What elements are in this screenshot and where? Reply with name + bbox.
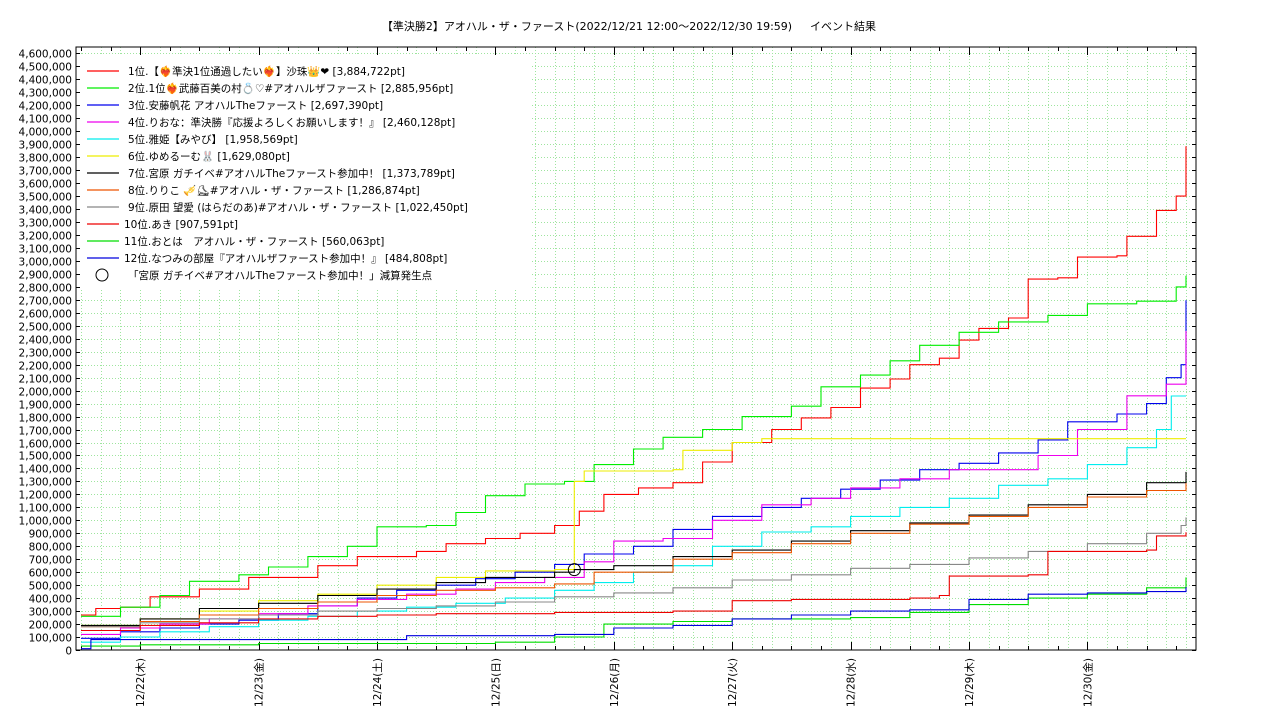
legend-entry: 4位.りおな：準決勝『応援よろしくお願いします！』 [2,460,128pt]	[128, 116, 455, 129]
series-line	[81, 275, 1187, 617]
y-tick-label: 1,300,000	[19, 477, 72, 489]
y-tick-label: 700,000	[29, 555, 72, 567]
y-tick-label: 2,100,000	[19, 374, 72, 386]
series-line	[81, 577, 1187, 647]
legend-entry: 7位.宮原 ガチイベ#アオハルTheファースト参加中！ [1,373,789pt…	[128, 167, 455, 180]
legend-annotation-label: 「宮原 ガチイベ#アオハルTheファースト参加中！」減算発生点	[128, 269, 432, 282]
x-tick-label: 12/29(木)	[964, 658, 976, 707]
y-tick-label: 3,700,000	[19, 166, 72, 178]
legend-entry: 2位.1位❤‍🔥武藤百美の村💍♡#アオハルザファースト [2,885,956pt…	[128, 82, 453, 95]
series-line	[81, 517, 1187, 628]
legend-entry: 3位.安藤帆花 アオハルTheファースト [2,697,390pt]	[128, 99, 383, 112]
legend: 1位.【❤‍🔥準決1位通過したい❤‍🔥】沙珠👑❤ [3,884,722pt] 2位…	[80, 56, 531, 289]
y-tick-label: 400,000	[29, 594, 72, 606]
x-tick-label: 12/27(火)	[727, 658, 739, 707]
y-tick-label: 2,200,000	[19, 361, 72, 373]
series-line	[81, 395, 1186, 643]
chart-title: 【準決勝2】アオハル・ザ・ファースト(2022/12/21 12:00〜2022…	[382, 19, 792, 33]
y-tick-label: 2,400,000	[19, 335, 72, 347]
y-tick-label: 2,300,000	[19, 348, 72, 360]
legend-background	[80, 56, 531, 289]
y-tick-label: 3,200,000	[19, 231, 72, 243]
y-tick-label: 3,400,000	[19, 205, 72, 217]
x-tick-label: 12/25(日)	[490, 658, 502, 707]
y-tick-label: 1,400,000	[19, 464, 72, 476]
y-tick-label: 0	[65, 646, 72, 658]
legend-entry: 10位.あき [907,591pt]	[124, 218, 238, 231]
y-tick-label: 1,500,000	[19, 451, 72, 463]
x-tick-label: 12/24(土)	[371, 658, 384, 707]
y-tick-label: 200,000	[29, 620, 72, 632]
y-tick-label: 2,800,000	[19, 283, 72, 295]
x-tick-label: 12/30(金)	[1081, 658, 1094, 707]
legend-entry: 1位.【❤‍🔥準決1位通過したい❤‍🔥】沙珠👑❤ [3,884,722pt]	[128, 65, 405, 78]
y-tick-label: 4,600,000	[19, 49, 72, 61]
y-axis: 0100,000200,000300,000400,000500,000600,…	[19, 49, 1196, 658]
series-lines	[81, 146, 1187, 650]
x-tick-label: 12/28(水)	[846, 658, 858, 707]
x-axis: 12/22(木) 12/23(金) 12/24(土) 12/25(日) 12/26(月)…	[81, 47, 1177, 707]
y-tick-label: 100,000	[29, 633, 72, 645]
series-line	[81, 483, 1187, 628]
x-tick-label: 12/26(月)	[609, 658, 621, 707]
legend-entry: 11位.おとは アオハル・ザ・ファースト [560,063pt]	[124, 235, 384, 248]
y-tick-label: 3,500,000	[19, 192, 72, 204]
y-tick-label: 2,600,000	[19, 309, 72, 321]
y-tick-label: 4,300,000	[19, 88, 72, 100]
y-tick-label: 4,000,000	[19, 127, 72, 139]
plot-frame	[75, 46, 1197, 651]
y-tick-label: 1,900,000	[19, 400, 72, 412]
y-tick-label: 3,800,000	[19, 153, 72, 165]
y-tick-label: 1,100,000	[19, 503, 72, 515]
y-tick-label: 4,400,000	[19, 75, 72, 87]
annotation-marker	[567, 563, 581, 577]
series-line	[81, 331, 1187, 635]
y-tick-label: 500,000	[29, 581, 72, 593]
series-line	[81, 587, 1187, 650]
y-tick-label: 2,000,000	[19, 387, 72, 399]
legend-annotation-marker	[95, 268, 109, 282]
x-tick-label: 12/22(木)	[135, 658, 147, 707]
legend-entry: 6位.ゆめるーむ🐰 [1,629,080pt]	[128, 150, 290, 163]
y-tick-label: 800,000	[29, 542, 72, 554]
y-tick-label: 1,800,000	[19, 413, 72, 425]
y-tick-label: 3,300,000	[19, 218, 72, 230]
y-tick-label: 4,100,000	[19, 114, 72, 126]
legend-entry: 12位.なつみの部屋『アオハルザファースト参加中！』 [484,808pt]	[124, 252, 447, 265]
y-tick-label: 3,100,000	[19, 244, 72, 256]
y-tick-label: 3,900,000	[19, 140, 72, 152]
y-tick-label: 300,000	[29, 607, 72, 619]
y-tick-label: 900,000	[29, 529, 72, 541]
y-tick-label: 2,900,000	[19, 270, 72, 282]
y-tick-label: 2,700,000	[19, 296, 72, 308]
y-tick-label: 3,000,000	[19, 257, 72, 269]
y-tick-label: 1,000,000	[19, 516, 72, 528]
y-tick-label: 2,500,000	[19, 322, 72, 334]
chart-subtitle: イベント結果	[810, 19, 876, 33]
y-tick-label: 3,600,000	[19, 179, 72, 191]
y-tick-label: 4,200,000	[19, 101, 72, 113]
y-tick-label: 1,600,000	[19, 439, 72, 451]
y-tick-label: 1,700,000	[19, 426, 72, 438]
series-line	[81, 532, 1187, 632]
annotation-markers	[567, 563, 581, 577]
legend-entry: 9位.原田 望愛 (はらだのあ)#アオハル・ザ・ファースト [1,022,450…	[128, 201, 468, 214]
x-tick-label: 12/23(金)	[253, 658, 266, 707]
legend-entry: 5位.雅姫【みやび】 [1,958,569pt]	[128, 133, 298, 146]
series-line	[81, 438, 1186, 626]
y-tick-label: 600,000	[29, 568, 72, 580]
y-tick-label: 4,500,000	[19, 62, 72, 74]
y-tick-label: 1,200,000	[19, 490, 72, 502]
legend-entry: 8位.りりこ 🎺⛸#アオハル・ザ・ファースト [1,286,874pt]	[128, 184, 420, 197]
